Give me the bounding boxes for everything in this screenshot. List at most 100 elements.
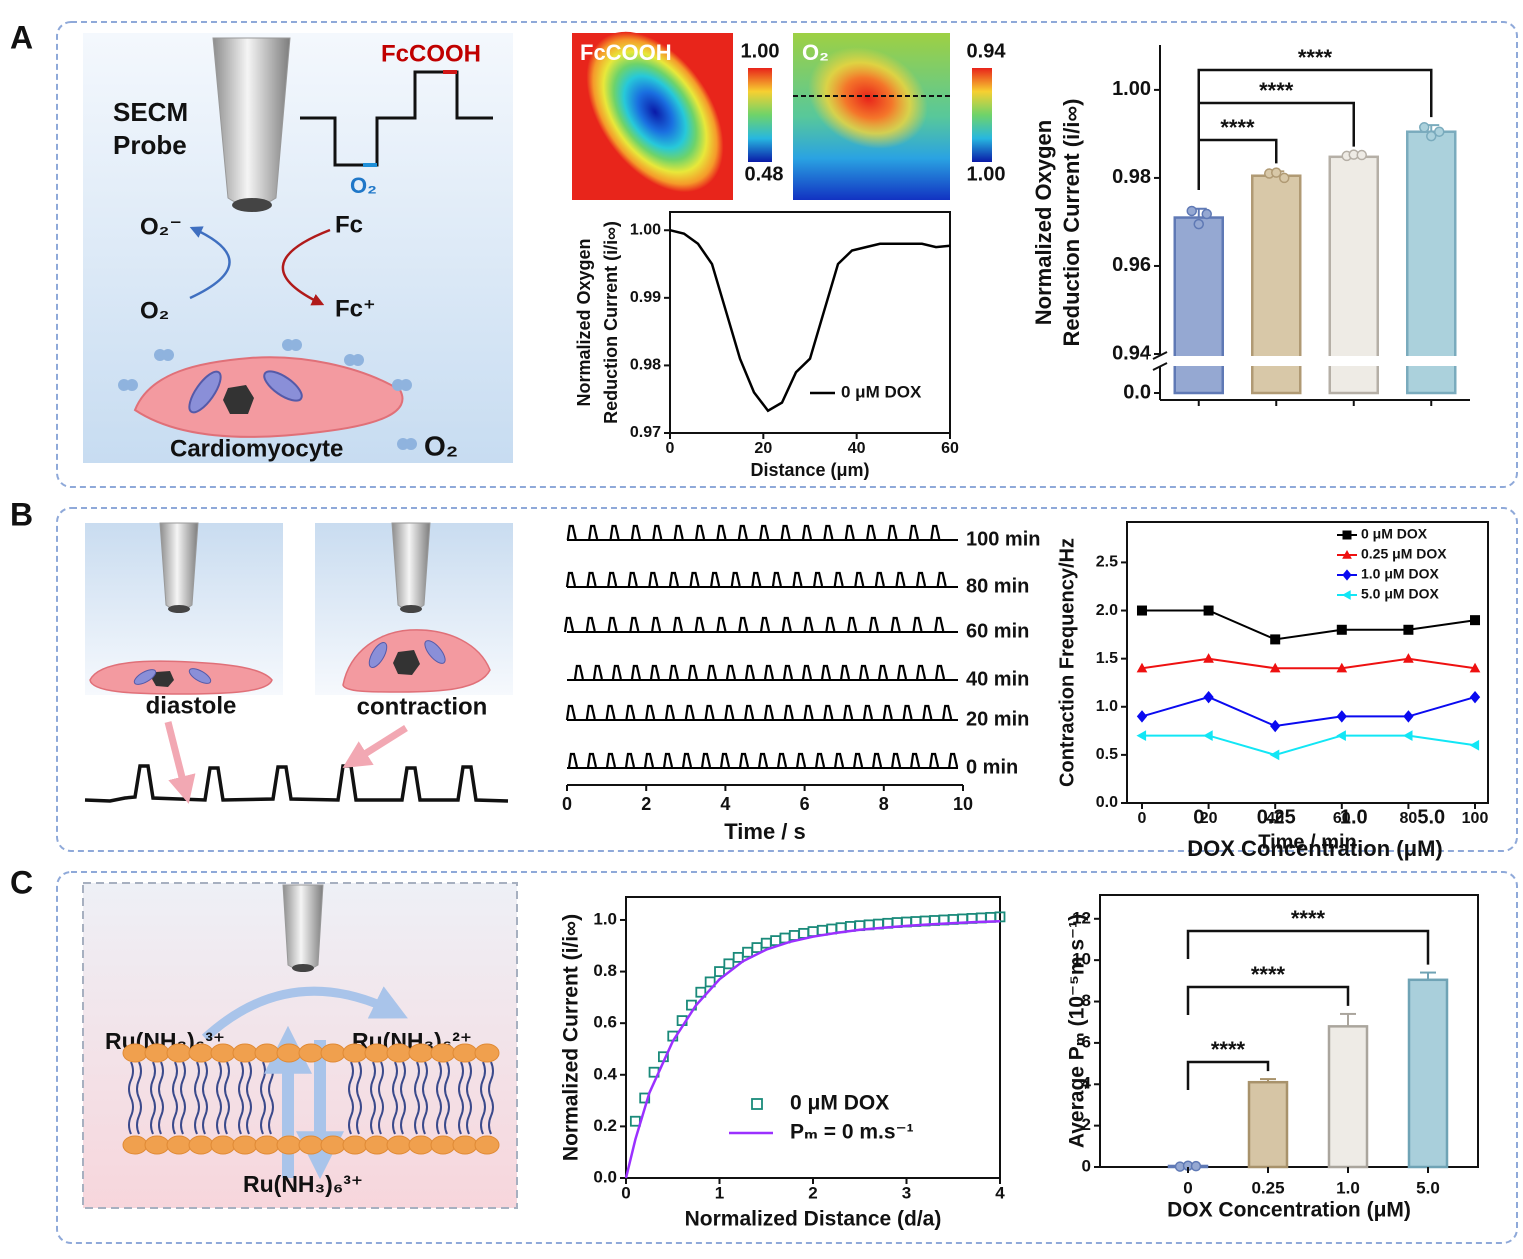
mediator-label: FcCOOH xyxy=(381,40,481,67)
trace-peak xyxy=(871,752,883,769)
lipid-head xyxy=(474,1043,500,1063)
trace-peak xyxy=(586,571,597,588)
trace-peak xyxy=(689,571,700,588)
bar xyxy=(1407,978,1449,1169)
trace-peak xyxy=(751,571,762,588)
marker xyxy=(629,1115,641,1127)
lipid-head xyxy=(320,1043,346,1063)
trace-peak xyxy=(700,752,712,769)
decoration xyxy=(748,68,772,162)
panel-label: A xyxy=(10,19,33,55)
trace-peak xyxy=(833,752,845,769)
decoration xyxy=(290,339,302,351)
trace-peak xyxy=(854,571,865,588)
trace-peak xyxy=(725,664,737,681)
trace-label: 60 min xyxy=(966,620,1029,642)
series-line xyxy=(1142,734,1476,756)
decoration xyxy=(188,668,212,684)
x-tick-label: 0 xyxy=(621,1183,630,1202)
marker xyxy=(770,935,781,947)
trace-peak xyxy=(759,524,770,541)
x-tick-label: 40 xyxy=(1266,810,1284,827)
trace-peak xyxy=(704,704,715,721)
marker xyxy=(1342,569,1352,581)
y-tick-label: 0.97 xyxy=(630,424,661,441)
trace-peak xyxy=(630,664,641,681)
series-line xyxy=(1141,696,1476,728)
trace-peak xyxy=(738,616,749,633)
lipid-tail xyxy=(216,1061,222,1135)
marker xyxy=(714,966,725,977)
y-tick-label: 1.5 xyxy=(1096,650,1118,667)
trace-peak xyxy=(776,752,788,769)
decoration xyxy=(189,226,231,300)
trace-peak xyxy=(716,524,727,541)
lipid-head xyxy=(254,1135,280,1155)
trace-peak xyxy=(795,752,807,769)
trace-peak xyxy=(563,616,575,633)
species-label: Fc xyxy=(335,211,363,238)
lipid-head xyxy=(144,1135,170,1155)
trace-peak xyxy=(694,524,706,541)
decoration xyxy=(128,1061,494,1135)
lipid-tail xyxy=(444,1061,450,1135)
marker xyxy=(1403,653,1414,663)
lipid-head xyxy=(166,1043,192,1063)
heatmap-label: FcCOOH xyxy=(580,40,672,65)
decoration xyxy=(282,884,324,971)
marker xyxy=(1336,624,1347,635)
y-axis-label: Reduction Current (i/i∞) xyxy=(1059,99,1084,347)
bar xyxy=(1406,130,1457,395)
trace-peak xyxy=(673,524,684,541)
trace-peak xyxy=(934,664,946,681)
trace-peak xyxy=(858,664,870,681)
trace-peak xyxy=(890,616,901,633)
axis-break-mark xyxy=(1152,351,1168,360)
marker xyxy=(704,976,716,988)
marker xyxy=(732,951,744,963)
significance-bracket xyxy=(1197,138,1278,190)
trace-peak xyxy=(567,752,579,769)
trace-peak xyxy=(694,616,705,633)
marker xyxy=(1403,710,1414,723)
trace-peak xyxy=(738,752,750,769)
x-tick-label: 0 xyxy=(1138,810,1147,827)
lipid-tail xyxy=(194,1061,200,1135)
y-tick-label: 0 xyxy=(1082,1156,1091,1175)
data-point xyxy=(1271,167,1282,178)
series-line xyxy=(624,920,1001,1179)
y-tick-label: 1.0 xyxy=(1096,698,1118,715)
decoration xyxy=(972,68,992,162)
trace-peak xyxy=(936,571,947,588)
lipid-tail xyxy=(238,1061,244,1135)
state-label: contraction xyxy=(357,693,488,720)
trace-peak xyxy=(930,524,941,541)
trace-label: 40 min xyxy=(966,668,1029,690)
trace-peak xyxy=(801,664,813,681)
trace-peak xyxy=(912,616,923,633)
schematic-b xyxy=(84,522,513,804)
trace-peak xyxy=(771,571,782,588)
marker xyxy=(1203,690,1214,704)
marker xyxy=(1336,710,1347,723)
trace-peak xyxy=(627,571,638,588)
trace-peak xyxy=(792,571,803,588)
trace-peak xyxy=(624,752,636,769)
trace-peak xyxy=(812,571,824,588)
lipid-head xyxy=(452,1135,478,1155)
x-axis-label: DOX Concentration (μM) xyxy=(1167,1199,1411,1222)
decoration xyxy=(164,721,196,804)
data-point xyxy=(1193,218,1204,230)
y-tick-label: 0.8 xyxy=(593,961,617,980)
cell-label: Cardiomyocyte xyxy=(170,435,343,462)
y-tick-label: 0.0 xyxy=(1123,381,1151,403)
trace-peak xyxy=(934,616,945,633)
significance-bracket xyxy=(1186,929,1430,965)
lipid-tail xyxy=(422,1061,428,1135)
marker xyxy=(1341,590,1351,600)
x-axis-label: Distance (μm) xyxy=(750,460,869,480)
x-tick-label: 0.25 xyxy=(1257,806,1296,828)
x-tick-label: 1 xyxy=(715,1183,724,1202)
decoration xyxy=(168,605,190,613)
lipid-tail xyxy=(436,1061,442,1135)
